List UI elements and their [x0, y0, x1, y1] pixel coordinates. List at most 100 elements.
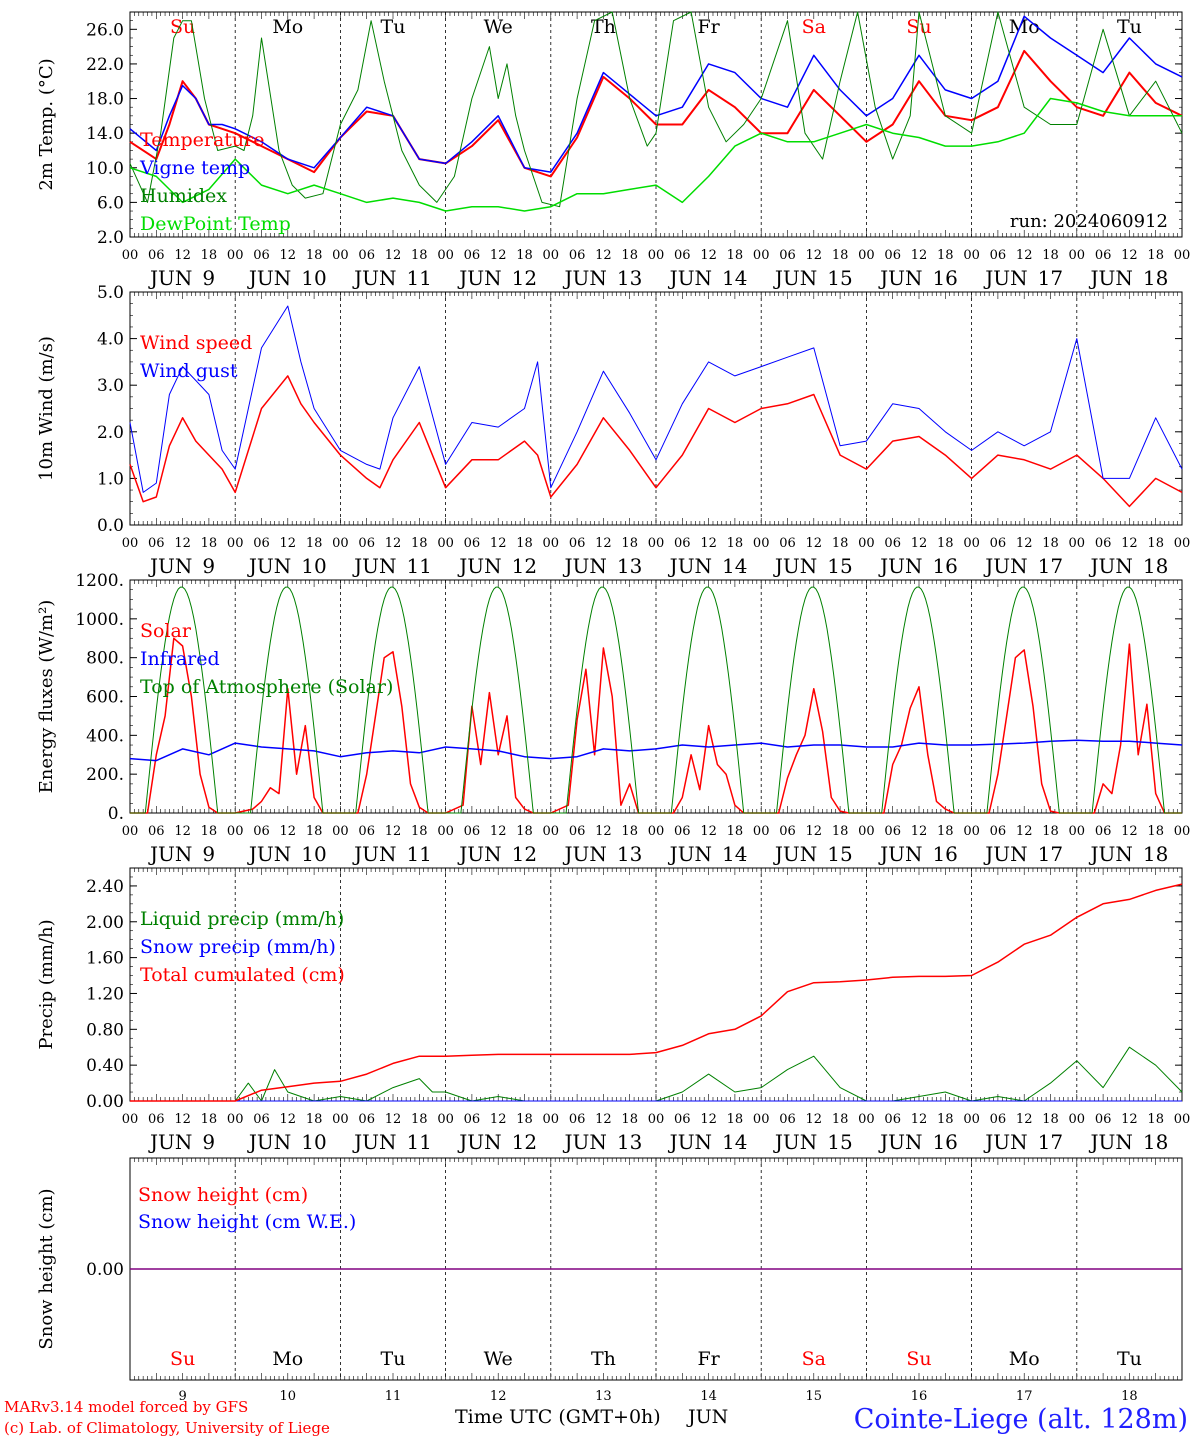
station-label: Cointe-Liege (alt. 128m): [854, 1404, 1188, 1435]
legend-entry: Temperature: [140, 129, 264, 151]
x-hour-label: 00: [858, 248, 875, 263]
x-hour-label: 00: [753, 536, 770, 551]
x-hour-label: 18: [621, 824, 638, 839]
y-tick-label: 4.0: [97, 330, 124, 350]
x-day-label: JUN 15: [773, 266, 853, 290]
x-hour-label: 00: [963, 824, 980, 839]
x-hour-label: 18: [306, 248, 323, 263]
x-day-label: JUN 14: [668, 554, 748, 578]
x-hour-label: 00: [858, 824, 875, 839]
y-tick-label: 0.40: [86, 1056, 124, 1076]
x-day-label: JUN 10: [247, 266, 327, 290]
panel-energy: 0. 200. 400. 600. 800. 1000. 1200. Energy fluxe…: [36, 571, 1190, 866]
x-hour-label: 12: [700, 1112, 717, 1127]
weekday-label: Mo: [272, 16, 303, 38]
weekday-label: Su: [170, 1348, 195, 1370]
y-tick-label: 26.0: [86, 20, 124, 40]
legend-entry: Snow precip (mm/h): [140, 936, 336, 958]
x-hour-label: 06: [253, 248, 270, 263]
x-axis-month: JUN: [686, 1406, 728, 1428]
y-tick-label: 0.: [108, 804, 124, 824]
x-day-label: JUN 16: [878, 266, 958, 290]
y-tick-label: 200.: [86, 765, 124, 785]
x-hour-label: 06: [674, 248, 691, 263]
x-hour-label: 00: [332, 824, 349, 839]
y-tick-label: 1000.: [75, 610, 124, 630]
x-hour-label: 18: [516, 824, 533, 839]
x-hour-label: 06: [779, 248, 796, 263]
x-hour-label: 00: [332, 536, 349, 551]
x-hour-label: 18: [832, 248, 849, 263]
x-hour-label: 06: [358, 536, 375, 551]
x-hour-label: 12: [1121, 1112, 1138, 1127]
x-hour-label: 00: [122, 536, 139, 551]
x-hour-label: 00: [227, 1112, 244, 1127]
x-hour-label: 12: [806, 536, 823, 551]
x-hour-label: 12: [490, 248, 507, 263]
x-day-label: JUN 11: [352, 266, 432, 290]
x-day-label: JUN 17: [983, 842, 1063, 866]
x-hour-label: 00: [858, 1112, 875, 1127]
x-hour-label: 12: [806, 1112, 823, 1127]
x-hour-label: 18: [727, 824, 744, 839]
y-tick-label: 0.0: [97, 516, 124, 536]
x-hour-label: 00: [437, 536, 454, 551]
credit-line-2: (c) Lab. of Climatology, University of L…: [4, 1419, 330, 1437]
x-hour-label: 00: [437, 824, 454, 839]
x-day-label: JUN 12: [457, 842, 537, 866]
x-hour-label: 00: [1174, 536, 1191, 551]
x-hour-label: 18: [937, 824, 954, 839]
x-hour-label: 18: [411, 1112, 428, 1127]
x-hour-label: 00: [753, 1112, 770, 1127]
x-hour-label: 06: [148, 1112, 165, 1127]
x-day-label: JUN 15: [773, 842, 853, 866]
x-day-label: JUN 14: [668, 266, 748, 290]
x-hour-label: 06: [148, 824, 165, 839]
x-hour-label: 18: [832, 824, 849, 839]
series-line-infrared: [129, 739, 1183, 762]
x-axis-title: Time UTC (GMT+0h): [455, 1406, 661, 1428]
panel-wind: 0.0 1.0 2.0 3.0 4.0 5.0 10m Wind (m/s) 00 06 12 18…: [36, 283, 1190, 578]
x-hour-label: 06: [1095, 1112, 1112, 1127]
x-hour-label: 06: [569, 1112, 586, 1127]
x-day-label: JUN 13: [562, 266, 642, 290]
x-day-label: JUN 13: [562, 842, 642, 866]
x-hour-label: 06: [779, 824, 796, 839]
y-tick-label: 2.0: [97, 423, 124, 443]
x-day-label: JUN 11: [352, 554, 432, 578]
legend-entry: Infrared: [140, 648, 220, 670]
x-day-label: JUN 10: [247, 1130, 327, 1154]
x-day-number: 11: [385, 1389, 402, 1404]
x-hour-label: 00: [963, 248, 980, 263]
legend-entry: Wind gust: [140, 360, 238, 382]
x-hour-label: 18: [727, 536, 744, 551]
y-axis-label: Energy fluxes (W/m²): [36, 600, 57, 794]
x-day-label: JUN 9: [148, 1130, 215, 1154]
x-hour-label: 12: [280, 536, 297, 551]
x-hour-label: 06: [464, 824, 481, 839]
y-tick-label: 1.20: [86, 984, 124, 1004]
legend-entry: Snow height (cm W.E.): [138, 1211, 356, 1233]
x-hour-label: 12: [1121, 536, 1138, 551]
x-hour-label: 12: [280, 248, 297, 263]
x-hour-label: 06: [884, 1112, 901, 1127]
x-hour-label: 12: [174, 1112, 191, 1127]
weekday-label: Tu: [1117, 1348, 1142, 1370]
x-hour-label: 00: [122, 1112, 139, 1127]
x-hour-label: 06: [674, 1112, 691, 1127]
x-hour-label: 06: [990, 536, 1007, 551]
x-day-label: JUN 11: [352, 1130, 432, 1154]
x-hour-label: 00: [543, 248, 560, 263]
y-axis-label: 10m Wind (m/s): [36, 336, 57, 481]
x-hour-label: 00: [122, 248, 139, 263]
y-tick-label: 0.00: [86, 1260, 124, 1280]
x-day-number: 14: [700, 1389, 717, 1404]
weekday-label: Su: [170, 16, 195, 38]
y-tick-label: 2.0: [97, 228, 124, 248]
panel-precip: 0.00 0.40 0.80 1.20 1.60 2.00 2.40 Precip (mm/h…: [36, 867, 1190, 1154]
x-hour-label: 12: [174, 824, 191, 839]
weekday-label: Su: [906, 16, 931, 38]
legend-entry: Top of Atmosphere (Solar): [140, 676, 393, 698]
y-tick-label: 1.0: [97, 469, 124, 489]
